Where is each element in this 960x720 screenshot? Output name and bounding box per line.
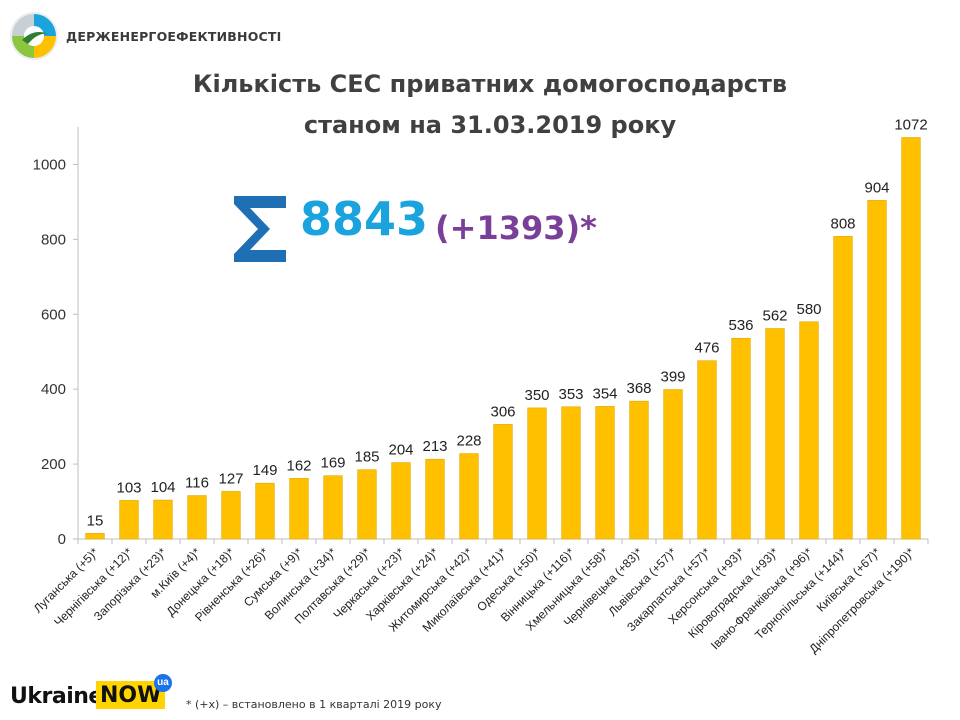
ukraine-now-brand-text: Ukraine xyxy=(10,684,103,709)
bar-value-label: 354 xyxy=(592,385,617,402)
bar-value-label: 162 xyxy=(286,457,311,474)
bar xyxy=(323,475,343,540)
bar-value-label: 204 xyxy=(388,442,413,459)
bar-value-label: 580 xyxy=(796,301,821,318)
bar-value-label: 350 xyxy=(524,387,549,404)
bar xyxy=(357,469,377,540)
ukraine-now-badge: ua xyxy=(154,674,172,692)
bar xyxy=(697,360,717,540)
bar xyxy=(119,500,139,540)
bar-value-label: 536 xyxy=(728,317,753,334)
footnote: * (+x) – встановлено в 1 кварталі 2019 р… xyxy=(186,698,442,711)
sigma-icon xyxy=(234,196,286,262)
bar-value-label: 103 xyxy=(116,479,141,496)
bar xyxy=(153,499,173,540)
bar-value-label: 306 xyxy=(490,403,515,420)
bar-value-label: 228 xyxy=(456,433,481,450)
bar-value-label: 476 xyxy=(694,340,719,357)
bar xyxy=(391,462,411,540)
bar xyxy=(425,458,445,540)
chart-title-line-1: Кількість СЕС приватних домогосподарств xyxy=(192,70,788,98)
organization-name: ДЕРЖЕНЕРГОЕФЕКТИВНОСТІ xyxy=(66,29,282,44)
bar-value-label: 116 xyxy=(185,475,209,492)
bar xyxy=(561,406,581,540)
bar-value-label: 368 xyxy=(626,380,651,397)
bar xyxy=(255,482,275,540)
bar-value-label: 353 xyxy=(558,386,583,403)
bar xyxy=(765,328,785,540)
bar-value-label: 169 xyxy=(320,455,345,472)
y-tick-label: 600 xyxy=(41,306,66,323)
bar-value-label: 127 xyxy=(218,470,243,487)
y-tick-label: 400 xyxy=(41,381,66,398)
bar xyxy=(493,424,513,540)
chart-title-line-2: станом на 31.03.2019 року xyxy=(303,111,677,139)
bar xyxy=(799,321,819,540)
bar-value-label: 399 xyxy=(660,369,685,386)
bar xyxy=(833,236,853,540)
bar xyxy=(595,406,615,540)
y-tick-label: 800 xyxy=(41,231,66,248)
bar-value-label: 104 xyxy=(150,479,175,496)
bar xyxy=(221,491,241,540)
total-count: 8843 xyxy=(300,192,429,246)
bar-value-label: 562 xyxy=(762,308,787,325)
bar xyxy=(629,400,649,540)
ministry-logo-icon xyxy=(10,12,58,60)
bar-value-label: 904 xyxy=(864,179,889,196)
bar-value-label: 808 xyxy=(830,215,855,232)
bar xyxy=(901,137,921,540)
bar-value-label: 149 xyxy=(252,462,277,479)
ukraine-now-logo: Ukraine NOW ua xyxy=(10,674,180,714)
bar-value-label: 185 xyxy=(354,449,379,466)
quarter-increase: (+1393)* xyxy=(435,209,597,247)
bar xyxy=(527,407,547,540)
bar xyxy=(663,389,683,540)
y-tick-label: 200 xyxy=(41,456,66,473)
bar-value-label: 1072 xyxy=(894,116,927,133)
bar xyxy=(289,478,309,540)
bar-value-label: 213 xyxy=(422,438,447,455)
bar xyxy=(187,495,207,540)
bar xyxy=(731,337,751,540)
bar xyxy=(459,453,479,540)
y-tick-label: 1000 xyxy=(33,156,66,173)
bar xyxy=(85,533,105,540)
bar xyxy=(867,200,887,540)
ukraine-now-brand-now: NOW xyxy=(96,681,166,709)
bar-value-label: 15 xyxy=(87,512,104,529)
y-tick-label: 0 xyxy=(58,531,66,548)
